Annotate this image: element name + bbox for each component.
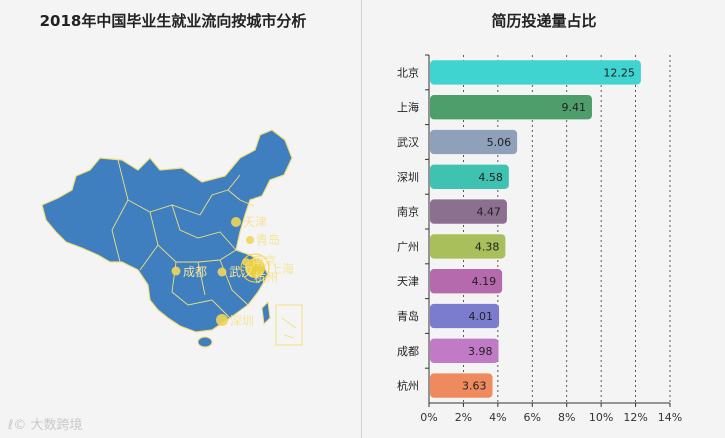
city-markers xyxy=(171,217,270,326)
hainan-island xyxy=(197,336,213,348)
category-label: 上海 xyxy=(397,100,419,114)
china-map: 天津 青岛 成都 武汉 南京 上海 杭州 深圳 xyxy=(41,129,303,348)
bar-value-label: 12.25 xyxy=(603,66,635,79)
chengdu-marker xyxy=(171,266,181,276)
map-label-shenzhen: 深圳 xyxy=(230,314,254,328)
shanghai-marker xyxy=(245,258,265,278)
shanghai-ring xyxy=(240,253,270,283)
category-label: 青岛 xyxy=(397,309,419,323)
category-label: 天津 xyxy=(397,275,419,288)
watermark-icon: ℓ© xyxy=(8,418,31,433)
bar[interactable] xyxy=(430,373,493,398)
category-label: 南京 xyxy=(397,205,419,219)
x-tick-label: 10% xyxy=(589,411,613,424)
category-label: 成都 xyxy=(397,345,419,358)
tianjin-marker xyxy=(231,217,241,227)
bar[interactable] xyxy=(430,338,499,363)
map-label-wuhan: 武汉 xyxy=(229,265,253,279)
taiwan-island xyxy=(261,300,271,326)
category-label: 杭州 xyxy=(397,379,419,393)
watermark: ℓ© 大数跨境 xyxy=(8,414,83,433)
bar[interactable] xyxy=(430,303,500,329)
x-tick-label: 4% xyxy=(489,411,506,424)
x-tick-label: 6% xyxy=(524,411,541,424)
map-label-hangzhou: 杭州 xyxy=(254,270,278,285)
map-label-qingdao: 青岛 xyxy=(256,232,280,247)
bar-value-label: 4.19 xyxy=(472,275,497,288)
category-label: 北京 xyxy=(397,65,419,79)
bar-value-label: 3.98 xyxy=(468,345,493,358)
bar[interactable] xyxy=(430,95,592,120)
bar-chart: 0% 2% 4% 6% 8% 10% 12% 14% 北京 12.25 上海 9.41 武汉 5.06 深圳… xyxy=(397,54,682,424)
bar[interactable] xyxy=(430,164,509,189)
south-china-sea-inset xyxy=(275,304,303,346)
x-tick-label: 0% xyxy=(420,411,437,424)
map-label-tianjin: 天津 xyxy=(243,215,267,229)
bar[interactable] xyxy=(430,199,507,224)
bar-chart-panel: 简历投递量占比 0% 2% 4% 6% 8% 10% 12% 14% 北京 12.25 上海 9.41… xyxy=(363,0,725,438)
category-label: 广州 xyxy=(397,240,419,253)
china-mainland-shape xyxy=(41,129,293,333)
bar[interactable] xyxy=(430,269,503,294)
bar[interactable] xyxy=(430,129,518,155)
city-labels: 天津 青岛 成都 武汉 南京 上海 杭州 深圳 xyxy=(183,215,294,328)
bar[interactable] xyxy=(430,234,506,259)
category-label: 深圳 xyxy=(397,171,419,184)
bar-value-label: 4.38 xyxy=(475,240,500,253)
watermark-text: 大数跨境 xyxy=(30,418,83,433)
panel-divider xyxy=(361,0,362,438)
bar-value-label: 5.06 xyxy=(487,136,512,149)
map-title: 2018年中国毕业生就业流向按城市分析 xyxy=(39,12,307,30)
wuhan-marker xyxy=(217,267,227,277)
bar[interactable] xyxy=(430,60,641,85)
category-label: 武汉 xyxy=(397,136,419,149)
map-label-chengdu: 成都 xyxy=(183,265,207,279)
map-panel: 2018年中国毕业生就业流向按城市分析 xyxy=(0,0,362,438)
shenzhen-marker xyxy=(216,314,228,326)
map-label-shanghai: 上海 xyxy=(270,261,294,276)
x-tick-label: 8% xyxy=(558,411,575,424)
x-tick-label: 12% xyxy=(623,411,647,424)
bar-value-label: 4.58 xyxy=(478,171,503,184)
bar-value-label: 3.63 xyxy=(462,380,487,393)
bar-value-label: 4.47 xyxy=(476,206,501,219)
bar-value-label: 4.01 xyxy=(469,310,494,323)
x-tick-label: 2% xyxy=(455,411,472,424)
qingdao-marker xyxy=(246,236,254,244)
bar-value-label: 9.41 xyxy=(561,101,586,114)
chart-title: 简历投递量占比 xyxy=(491,12,597,30)
map-label-nanjing: 南京 xyxy=(252,253,276,268)
nanjing-marker xyxy=(242,258,250,266)
x-tick-label: 14% xyxy=(658,411,682,424)
